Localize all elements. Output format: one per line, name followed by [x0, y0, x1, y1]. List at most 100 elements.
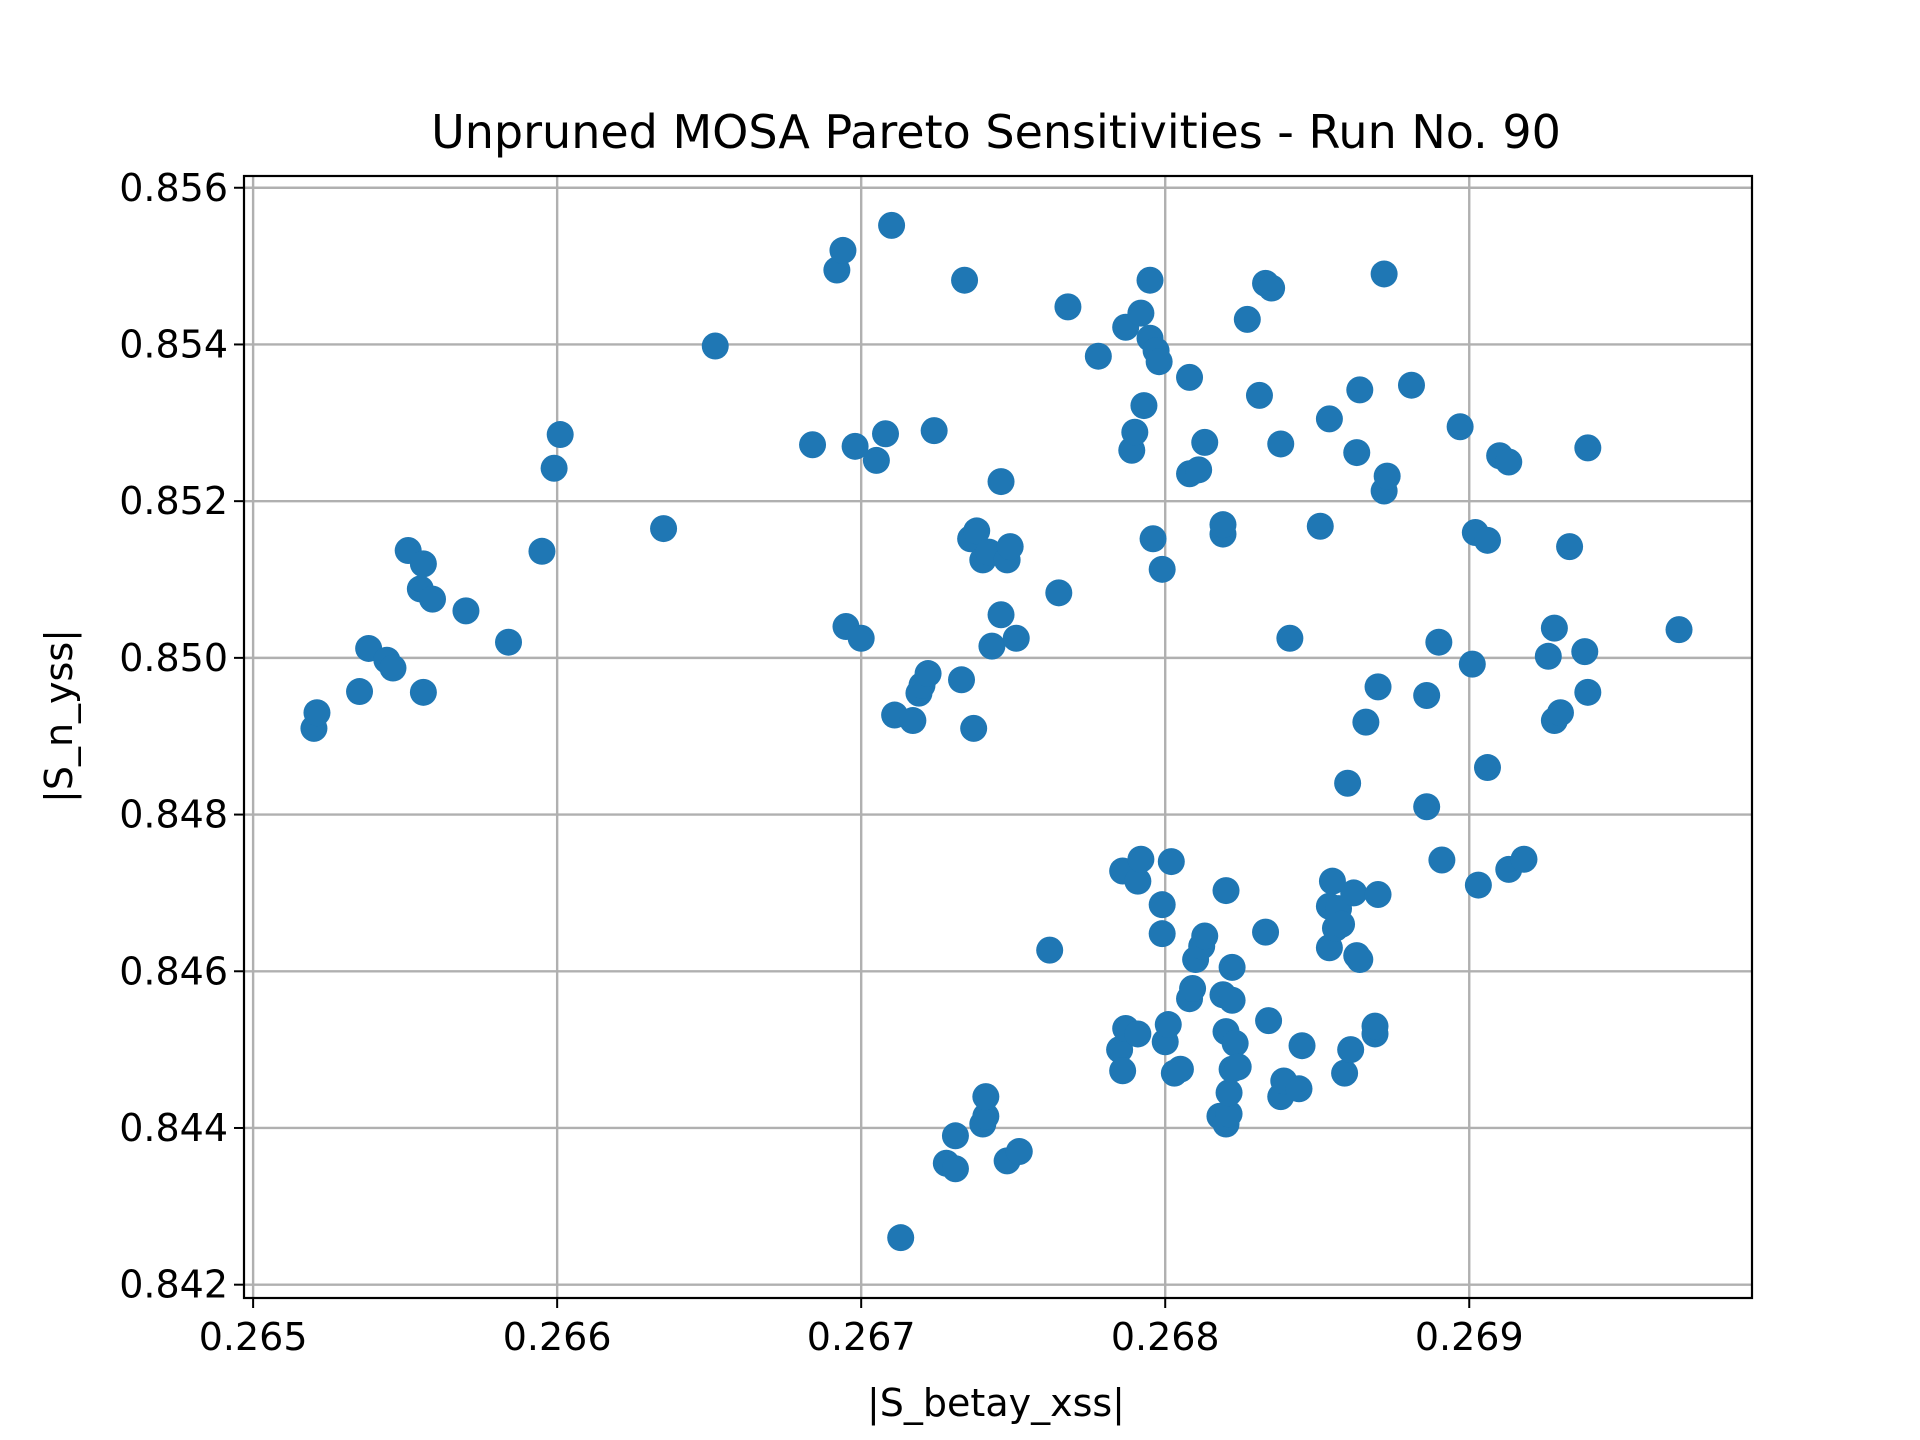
- data-point: [1425, 628, 1453, 656]
- data-point: [841, 432, 869, 460]
- data-points: [300, 211, 1693, 1252]
- data-point: [1124, 1020, 1152, 1048]
- data-point: [878, 211, 906, 239]
- data-point: [1546, 699, 1574, 727]
- x-tick-label: 0.266: [503, 1315, 612, 1359]
- data-point: [914, 660, 942, 688]
- data-point: [847, 624, 875, 652]
- data-point: [987, 601, 1015, 629]
- data-point: [1130, 392, 1158, 420]
- y-tick-label: 0.856: [119, 166, 228, 210]
- data-point: [872, 420, 900, 448]
- data-point: [1224, 1053, 1252, 1081]
- data-point: [1574, 434, 1602, 462]
- data-point: [1370, 260, 1398, 288]
- data-point: [1413, 793, 1441, 821]
- data-point: [1245, 381, 1273, 409]
- data-point: [1218, 986, 1246, 1014]
- y-tick-label: 0.852: [119, 479, 228, 523]
- data-point: [1148, 920, 1176, 948]
- data-point: [1446, 413, 1474, 441]
- data-point: [1157, 848, 1185, 876]
- data-point: [1397, 371, 1425, 399]
- data-point: [972, 1102, 1000, 1130]
- data-point: [1534, 642, 1562, 670]
- data-point: [1121, 418, 1149, 446]
- data-point: [1428, 846, 1456, 874]
- data-point: [1364, 880, 1392, 908]
- data-point: [1510, 845, 1538, 873]
- x-tick-label: 0.267: [807, 1315, 916, 1359]
- data-point: [1267, 430, 1295, 458]
- data-point: [1464, 871, 1492, 899]
- data-point: [1209, 511, 1237, 539]
- data-point: [1574, 678, 1602, 706]
- data-point: [1166, 1055, 1194, 1083]
- data-point: [1233, 305, 1261, 333]
- data-point: [1176, 363, 1204, 391]
- data-point: [1145, 348, 1173, 376]
- x-axis-label: |S_betay_xss|: [867, 1381, 1125, 1426]
- data-point: [1215, 1079, 1243, 1107]
- data-point: [951, 266, 979, 294]
- data-point: [1221, 1029, 1249, 1057]
- data-point: [1084, 342, 1112, 370]
- data-point: [1255, 1007, 1283, 1035]
- data-point: [1340, 879, 1368, 907]
- data-point: [1473, 754, 1501, 782]
- data-point: [1054, 293, 1082, 321]
- data-point: [409, 550, 437, 578]
- data-point: [1556, 533, 1584, 561]
- data-point: [960, 714, 988, 742]
- data-point: [1413, 681, 1441, 709]
- data-point: [452, 597, 480, 625]
- data-point: [1346, 376, 1374, 404]
- data-point: [1215, 1100, 1243, 1128]
- data-point: [1306, 512, 1334, 540]
- data-point: [540, 454, 568, 482]
- y-tick-label: 0.854: [119, 322, 228, 366]
- data-point: [419, 585, 446, 613]
- data-point: [1276, 624, 1304, 652]
- data-point: [1036, 936, 1064, 964]
- data-point: [978, 632, 1006, 660]
- data-point: [1346, 946, 1374, 974]
- data-point: [799, 431, 827, 459]
- data-point: [1571, 638, 1599, 666]
- data-point: [963, 517, 991, 545]
- data-point: [1361, 1012, 1389, 1040]
- data-point: [1148, 891, 1176, 919]
- data-point: [1148, 555, 1176, 583]
- data-point: [1364, 673, 1392, 701]
- data-point: [920, 417, 948, 445]
- data-point: [1373, 462, 1401, 490]
- data-point: [941, 1155, 969, 1183]
- data-point: [996, 533, 1024, 561]
- data-point: [1540, 614, 1568, 642]
- data-point: [829, 236, 857, 264]
- data-point: [1258, 274, 1286, 302]
- data-point: [495, 628, 523, 656]
- data-point: [701, 332, 729, 360]
- x-tick-label: 0.265: [199, 1315, 308, 1359]
- data-point: [1005, 1137, 1033, 1165]
- data-point: [1328, 910, 1356, 938]
- data-point: [1136, 266, 1164, 294]
- data-point: [1002, 624, 1030, 652]
- data-point: [1109, 1057, 1137, 1085]
- plot-area-frame: [242, 174, 1754, 1300]
- data-point: [1218, 953, 1246, 981]
- data-point: [1473, 526, 1501, 554]
- data-point: [1179, 975, 1207, 1003]
- grid-lines: [244, 176, 1752, 1298]
- data-point: [409, 678, 437, 706]
- y-tick-label: 0.842: [119, 1263, 228, 1307]
- axis-ticks: 0.265 0.266 0.267 0.268 0.269 0.842 0.844 0.846…: [119, 166, 1523, 1359]
- data-point: [862, 446, 890, 474]
- data-point: [1285, 1075, 1313, 1103]
- data-point: [1106, 1036, 1134, 1064]
- data-point: [1665, 616, 1693, 644]
- chart-title: Unpruned MOSA Pareto Sensitivities - Run…: [431, 105, 1561, 159]
